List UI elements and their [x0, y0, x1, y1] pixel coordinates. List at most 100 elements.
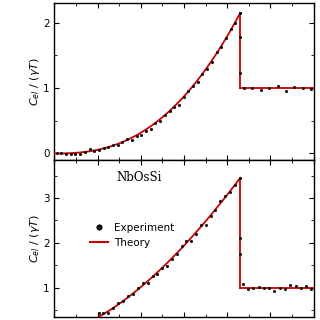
- Point: [205, 66, 210, 71]
- Point: [134, 133, 139, 138]
- Point: [96, 148, 101, 153]
- Point: [184, 238, 189, 244]
- Point: [159, 265, 164, 270]
- Point: [275, 83, 280, 88]
- Point: [267, 85, 272, 91]
- Point: [228, 26, 233, 31]
- Text: NbOsSi: NbOsSi: [116, 171, 162, 184]
- Point: [92, 148, 97, 154]
- Point: [150, 274, 155, 279]
- Point: [292, 84, 297, 89]
- Point: [214, 49, 219, 54]
- Point: [267, 286, 272, 291]
- Point: [125, 294, 130, 299]
- Point: [110, 143, 116, 148]
- Point: [250, 85, 255, 91]
- Point: [245, 286, 251, 292]
- Point: [237, 236, 243, 241]
- Point: [106, 311, 111, 316]
- Point: [256, 284, 261, 289]
- Point: [140, 280, 145, 285]
- Point: [309, 286, 314, 291]
- Point: [68, 152, 73, 157]
- Point: [237, 71, 243, 76]
- Point: [198, 223, 204, 228]
- Point: [115, 143, 120, 148]
- Point: [208, 213, 213, 219]
- Point: [272, 288, 277, 293]
- Point: [288, 282, 293, 287]
- Point: [304, 283, 309, 288]
- Point: [240, 281, 245, 286]
- Point: [172, 104, 177, 109]
- Point: [237, 175, 243, 180]
- Point: [169, 257, 174, 262]
- Point: [157, 118, 163, 124]
- Point: [101, 145, 106, 150]
- Point: [233, 183, 238, 188]
- Point: [194, 231, 199, 236]
- Point: [97, 310, 102, 315]
- Point: [228, 189, 233, 194]
- Point: [283, 286, 288, 292]
- Point: [176, 103, 181, 108]
- Point: [190, 83, 196, 88]
- Point: [139, 132, 144, 138]
- Point: [300, 85, 306, 91]
- Point: [293, 284, 298, 289]
- Point: [209, 59, 214, 64]
- Point: [121, 299, 126, 304]
- Point: [145, 280, 150, 285]
- Point: [237, 176, 243, 181]
- Legend: Experiment, Theory: Experiment, Theory: [85, 219, 178, 252]
- Y-axis label: $C_{el}$ / ($\gamma T$): $C_{el}$ / ($\gamma T$): [28, 214, 42, 263]
- Point: [219, 44, 224, 50]
- Point: [258, 88, 263, 93]
- Point: [111, 305, 116, 310]
- Point: [162, 112, 167, 117]
- Point: [87, 147, 92, 152]
- Point: [261, 285, 267, 291]
- Point: [154, 271, 159, 276]
- Point: [106, 144, 111, 149]
- Point: [148, 126, 153, 132]
- Point: [277, 285, 282, 290]
- Y-axis label: $C_{el}$ / ($\gamma T$): $C_{el}$ / ($\gamma T$): [28, 57, 42, 106]
- Point: [284, 88, 289, 93]
- Point: [251, 286, 256, 291]
- Point: [241, 85, 246, 91]
- Point: [218, 198, 223, 204]
- Point: [129, 137, 134, 142]
- Point: [223, 36, 228, 41]
- Point: [59, 150, 64, 156]
- Point: [309, 87, 314, 92]
- Point: [153, 121, 158, 126]
- Point: [164, 263, 169, 268]
- Point: [120, 140, 125, 145]
- Point: [237, 34, 243, 39]
- Point: [73, 151, 78, 156]
- Point: [63, 151, 68, 156]
- Point: [174, 251, 179, 256]
- Point: [130, 291, 135, 296]
- Point: [195, 80, 200, 85]
- Point: [135, 286, 140, 291]
- Point: [116, 301, 121, 306]
- Point: [237, 251, 243, 256]
- Point: [143, 129, 148, 134]
- Point: [77, 151, 83, 156]
- Point: [179, 244, 184, 249]
- Point: [233, 20, 238, 25]
- Point: [188, 238, 194, 243]
- Point: [298, 285, 303, 290]
- Point: [237, 11, 243, 16]
- Point: [223, 193, 228, 198]
- Point: [167, 108, 172, 113]
- Point: [186, 89, 191, 94]
- Point: [82, 149, 87, 155]
- Point: [204, 222, 209, 228]
- Point: [181, 95, 186, 100]
- Point: [124, 136, 130, 141]
- Point: [237, 11, 243, 16]
- Point: [101, 310, 106, 315]
